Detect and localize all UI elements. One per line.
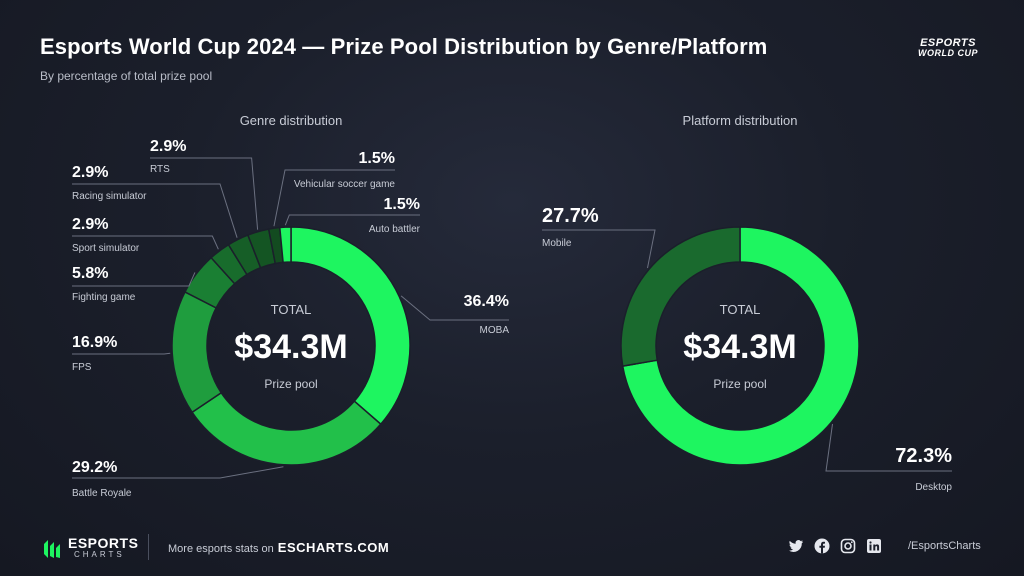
platform-chart-title: Platform distribution <box>683 113 798 128</box>
genre-leader-line-fps <box>72 352 171 355</box>
genre-pct-label-rts: 2.9% <box>150 138 186 155</box>
genre-slice-auto-battler <box>278 226 292 264</box>
esports-charts-mark-icon <box>44 540 60 558</box>
footer-more-text: More esports stats on <box>168 543 274 555</box>
genre-pct-label-battle-royale: 29.2% <box>72 459 117 476</box>
genre-pct-label-sport-simulator: 2.9% <box>72 216 108 233</box>
genre-slice-moba <box>290 226 411 426</box>
genre-leader-line-battle-royale <box>72 466 284 479</box>
chart-title: Esports World Cup 2024 — Prize Pool Dist… <box>40 34 768 59</box>
genre-leader-line-auto-battler <box>284 214 420 226</box>
genre-category-label-racing-simulator: Racing simulator <box>72 191 147 202</box>
genre-category-label-battle-royale: Battle Royale <box>72 488 132 499</box>
genre-labels: 36.4% MOBA 29.2% Battle Royale 16.9% FPS 5.8% F… <box>72 138 509 499</box>
genre-slice-fps <box>171 290 223 414</box>
chart-subtitle: By percentage of total prize pool <box>40 69 213 83</box>
genre-center-value: $34.3M <box>234 328 347 366</box>
genre-leader-line-vehicular-soccer-game <box>273 169 395 227</box>
genre-leader-line-moba <box>400 295 509 321</box>
genre-donut <box>171 226 411 466</box>
genre-pct-label-auto-battler: 1.5% <box>384 196 420 213</box>
platform-category-label-desktop: Desktop <box>915 482 952 493</box>
esports-world-cup-logo: ESPORTS WORLD CUP <box>912 37 984 59</box>
genre-category-label-fighting-game: Fighting game <box>72 292 136 303</box>
genre-slice-battle-royale <box>191 391 382 466</box>
genre-category-label-vehicular-soccer-game: Vehicular soccer game <box>294 179 396 190</box>
logo-line2: WORLD CUP <box>918 48 978 58</box>
footer-more-link[interactable]: ESCHARTS.COM <box>277 540 390 555</box>
platform-slice-desktop <box>621 226 860 466</box>
genre-pct-label-fps: 16.9% <box>72 334 117 351</box>
platform-leader-line-desktop <box>825 423 952 472</box>
twitter-icon[interactable] <box>788 538 804 554</box>
genre-leader-line-fighting-game <box>72 272 196 287</box>
genre-category-label-moba: MOBA <box>480 325 510 336</box>
genre-category-label-rts: RTS <box>150 164 170 175</box>
genre-leader-line-racing-simulator <box>72 183 238 238</box>
platform-center-value: $34.3M <box>683 328 796 366</box>
footer-divider <box>148 534 149 560</box>
genre-pct-label-racing-simulator: 2.9% <box>72 164 108 181</box>
platform-leader-line-mobile <box>542 229 656 269</box>
footer-handle[interactable]: /EsportsCharts <box>908 540 981 552</box>
genre-category-label-sport-simulator: Sport simulator <box>72 243 140 254</box>
logo-line1: ESPORTS <box>920 37 976 49</box>
genre-pct-label-fighting-game: 5.8% <box>72 265 108 282</box>
genre-category-label-auto-battler: Auto battler <box>369 224 421 235</box>
social-icons <box>788 538 882 554</box>
platform-slice-mobile <box>620 226 741 367</box>
genre-leader-line-rts <box>150 157 259 230</box>
genre-pct-label-vehicular-soccer-game: 1.5% <box>359 150 395 167</box>
facebook-icon[interactable] <box>814 538 830 554</box>
esports-charts-logo[interactable]: ESPORTS CHARTS <box>42 535 139 560</box>
genre-center-label-top: TOTAL <box>271 302 312 317</box>
platform-center-label-top: TOTAL <box>720 302 761 317</box>
platform-category-label-mobile: Mobile <box>542 238 572 249</box>
platform-labels: 72.3% Desktop 27.7% Mobile <box>542 205 952 493</box>
instagram-icon[interactable] <box>840 538 856 554</box>
genre-leader-line-sport-simulator <box>72 235 219 250</box>
platform-pct-label-desktop: 72.3% <box>895 445 952 467</box>
linkedin-icon[interactable] <box>866 538 882 554</box>
footer-brand-line2: CHARTS <box>74 550 125 559</box>
footer-brand-line1: ESPORTS <box>68 535 139 551</box>
genre-chart-title: Genre distribution <box>240 113 343 128</box>
genre-center-label-bottom: Prize pool <box>264 377 317 391</box>
genre-pct-label-moba: 36.4% <box>464 293 509 310</box>
platform-pct-label-mobile: 27.7% <box>542 205 599 227</box>
platform-center-label-bottom: Prize pool <box>713 377 766 391</box>
genre-category-label-fps: FPS <box>72 362 92 373</box>
platform-donut <box>620 226 860 466</box>
footer-more-stats: More esports stats on ESCHARTS.COM <box>168 540 389 555</box>
